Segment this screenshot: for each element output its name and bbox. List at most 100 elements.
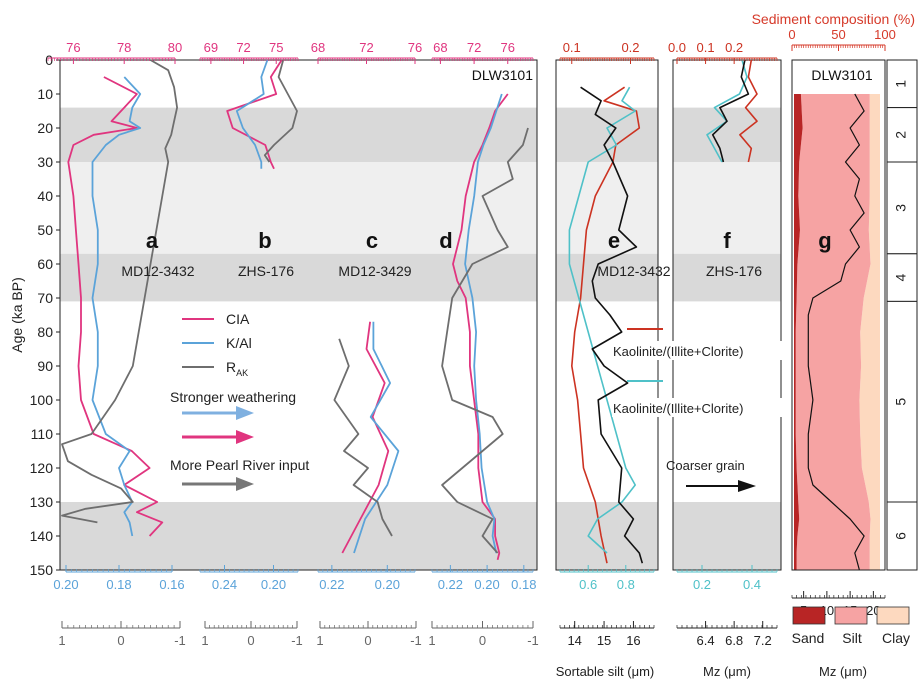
d-bottom-axis-2-tick-label: 0	[479, 633, 486, 648]
clay-swatch	[876, 606, 910, 625]
y-tick-label: 130	[30, 494, 54, 510]
sand-label: Sand	[792, 630, 825, 646]
mz-axis-label-g: Mz (μm)	[819, 664, 867, 679]
b-top-axis-tick-label: 69	[204, 40, 218, 55]
site-label-b: ZHS-176	[238, 263, 294, 279]
c-bottom-axis-1-tick-label: 0.22	[319, 577, 344, 592]
stage-box-2	[886, 107, 918, 163]
a-bottom-axis-2-tick-label: 0	[117, 633, 124, 648]
g-top-axis-tick-label: 0	[788, 27, 795, 42]
silt-swatch	[834, 606, 868, 625]
b-bottom-axis-1-tick-label: 0.24	[212, 577, 237, 592]
c-bottom-axis-2-tick-label: -1	[410, 633, 422, 648]
series-a-kal	[91, 76, 142, 537]
c-top-axis-tick-label: 72	[359, 40, 373, 55]
axes-layer: 76 78 800.20 0.18 0.161 0 -169 72 750.24 0.201 0 -1…	[47, 27, 896, 648]
a-bottom-axis-2-tick-label: -1	[174, 633, 186, 648]
series-c-rak	[333, 338, 393, 537]
stage-box-1	[886, 59, 918, 109]
y-tick-label: 0	[45, 52, 53, 68]
stage-label-3: 3	[893, 204, 909, 212]
stage-label-5: 5	[893, 398, 909, 406]
arrow-gray	[182, 477, 254, 491]
shaded-band	[673, 162, 781, 254]
site-label-g: DLW3101	[811, 67, 872, 83]
series-f-sortable_silt	[711, 59, 750, 163]
y-tick-label: 40	[37, 188, 53, 204]
stage-column: 1 2 3 4 5 6	[886, 59, 918, 571]
site-label-c: MD12-3429	[338, 263, 411, 279]
clay-area	[859, 94, 880, 570]
d-top-axis-tick-label: 68	[433, 40, 447, 55]
g-top-axis-tick-label: 100	[874, 27, 896, 42]
e-bottom-axis-1-tick-label: 0.6	[579, 577, 597, 592]
shaded-band	[60, 107, 537, 162]
panel-letter-c: c	[366, 228, 378, 253]
shaded-band	[673, 107, 781, 162]
f-bottom-axis-2-tick-label: 7.2	[754, 633, 772, 648]
series-a-cia	[67, 76, 164, 537]
y-tick-label: 10	[37, 86, 53, 102]
site-label-d: DLW3101	[472, 67, 533, 83]
legend-kaol-2-bg	[612, 398, 784, 417]
mz-axis-label-f: Mz (μm)	[703, 664, 751, 679]
y-axis-label: Age (ka BP)	[9, 277, 25, 352]
shaded-band	[673, 253, 781, 302]
f-bottom-axis-2-tick-label: 6.8	[725, 633, 743, 648]
b-bottom-axis-2-tick-label: -1	[291, 633, 303, 648]
y-tick-label: 50	[37, 222, 53, 238]
stage-box-4	[886, 253, 918, 302]
legend-rak-label: RAK	[226, 359, 248, 378]
d-top-axis-tick-label: 72	[467, 40, 481, 55]
series-b-cia	[226, 59, 283, 170]
f-top-axis-tick-label: 0.1	[697, 40, 715, 55]
frame-g	[791, 59, 886, 571]
b-top-axis-tick-label: 72	[236, 40, 250, 55]
legend-rak-subscript: AK	[236, 368, 248, 378]
site-label-a: MD12-3432	[121, 263, 194, 279]
site-label-e: MD12-3432	[597, 263, 670, 279]
legend-cia-label: CIA	[226, 311, 250, 327]
y-tick-label: 140	[30, 528, 54, 544]
a-bottom-axis-1-tick-label: 0.16	[159, 577, 184, 592]
shaded-band	[556, 107, 658, 162]
legend-rak-main: R	[226, 359, 236, 375]
y-axis: 0 10 20 30 40 50 60 70 80 90 100 110 120 130 140 150	[30, 52, 60, 578]
f-bottom-axis-2-tick-label: 6.4	[697, 633, 715, 648]
series-b-rak	[263, 59, 298, 163]
sand-swatch	[792, 606, 826, 625]
y-tick-label: 90	[37, 358, 53, 374]
stage-box-6	[886, 501, 918, 571]
d-bottom-axis-1-tick-label: 0.22	[438, 577, 463, 592]
arrow-blue	[182, 406, 254, 420]
shaded-band	[556, 162, 658, 254]
series-a-rak	[61, 59, 178, 524]
series-f-kaol_cyan	[706, 59, 748, 163]
f-top-axis-tick-label: 0.0	[668, 40, 686, 55]
panel-letter-b: b	[258, 228, 271, 253]
sediment-composition-title: Sediment composition (%)	[752, 11, 915, 27]
b-top-axis-tick-label: 75	[269, 40, 283, 55]
b-bottom-axis-2-tick-label: 1	[201, 633, 208, 648]
stage-label-6: 6	[893, 532, 909, 540]
frame-left	[59, 59, 538, 571]
legend-kal-label: K/Al	[226, 335, 252, 351]
sortable-silt-axis-label: Sortable silt (μm)	[556, 664, 655, 679]
c-top-axis-tick-label: 76	[408, 40, 422, 55]
a-bottom-axis-2-tick-label: 1	[58, 633, 65, 648]
panel-letter-a: a	[146, 228, 159, 253]
c-bottom-axis-2-tick-label: 1	[316, 633, 323, 648]
series-f-kaol_red	[739, 59, 758, 163]
e-bottom-axis-2-tick-label: 16	[626, 633, 640, 648]
d-bottom-axis-1-tick-label: 0.20	[474, 577, 499, 592]
series-d-rak	[441, 127, 529, 554]
stage-label-4: 4	[893, 273, 909, 281]
e-top-axis-tick-label: 0.1	[563, 40, 581, 55]
y-tick-label: 100	[30, 392, 54, 408]
y-tick-label: 30	[37, 154, 53, 170]
series-layer	[61, 59, 880, 571]
shaded-band	[60, 162, 537, 254]
stage-label-2: 2	[893, 131, 909, 139]
a-top-axis-tick-label: 80	[168, 40, 182, 55]
y-tick-label: 70	[37, 290, 53, 306]
